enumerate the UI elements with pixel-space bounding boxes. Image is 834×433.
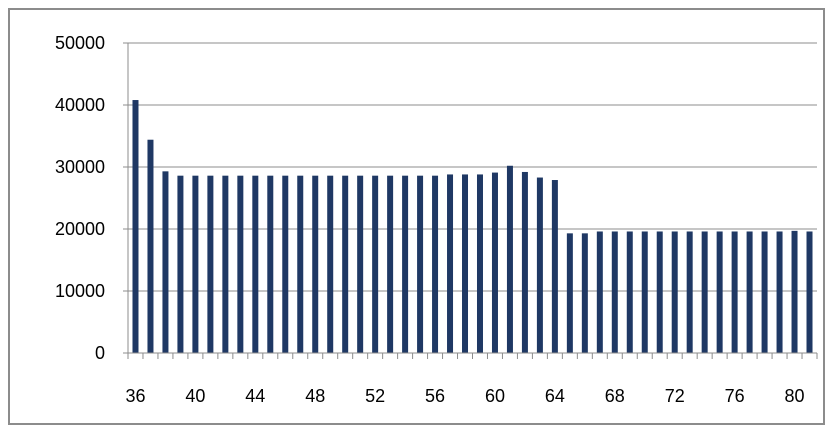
- bar: [776, 231, 783, 353]
- bar: [686, 231, 693, 353]
- bar: [432, 175, 439, 353]
- bar: [581, 233, 588, 353]
- bar: [312, 175, 319, 353]
- bar: [402, 175, 409, 353]
- bar: [222, 175, 229, 353]
- bar: [282, 175, 289, 353]
- bar: [207, 175, 214, 353]
- bar: [626, 231, 633, 353]
- x-tick-label: 72: [665, 386, 685, 406]
- bar: [491, 172, 498, 353]
- bar: [372, 175, 379, 353]
- bars: [132, 100, 813, 353]
- bar: [506, 165, 513, 353]
- bar: [521, 171, 528, 353]
- x-tick-label: 80: [785, 386, 805, 406]
- y-tick-label: 0: [95, 343, 105, 363]
- bar: [147, 139, 154, 353]
- bar: [342, 175, 349, 353]
- axes: [123, 42, 818, 359]
- gridlines: [128, 42, 817, 292]
- bar: [297, 175, 304, 353]
- x-tick-label: 44: [245, 386, 265, 406]
- bar: [417, 175, 424, 353]
- bar: [671, 231, 678, 353]
- bar: [611, 231, 618, 353]
- bar: [791, 230, 798, 353]
- bar: [387, 175, 394, 353]
- x-tick-label: 52: [365, 386, 385, 406]
- bar: [237, 175, 244, 353]
- bar: [267, 175, 274, 353]
- bar: [761, 231, 768, 353]
- bar: [566, 233, 573, 353]
- x-tick-label: 40: [185, 386, 205, 406]
- x-tick-label: 48: [305, 386, 325, 406]
- y-tick-label: 10000: [55, 281, 105, 301]
- bar: [162, 171, 169, 353]
- x-tick-label: 64: [545, 386, 565, 406]
- x-tick-label: 36: [125, 386, 145, 406]
- bar: [192, 175, 199, 353]
- bar: [656, 231, 663, 353]
- bar: [731, 231, 738, 353]
- x-tick-label: 56: [425, 386, 445, 406]
- bar: [746, 231, 753, 353]
- y-tick-label: 20000: [55, 219, 105, 239]
- x-axis-labels: 36 40 44 48 52 56 60 64 68 72 76 80: [125, 386, 804, 406]
- bar: [447, 174, 454, 353]
- chart-frame: [8, 8, 825, 425]
- bar: [641, 231, 648, 353]
- bar: [177, 175, 184, 353]
- bar: [536, 177, 543, 353]
- y-tick-label: 30000: [55, 157, 105, 177]
- y-tick-label: 40000: [55, 95, 105, 115]
- bar: [716, 231, 723, 353]
- bar: [806, 231, 813, 353]
- bar: [701, 231, 708, 353]
- bar: [357, 175, 364, 353]
- bar: [132, 100, 139, 353]
- bar: [327, 175, 334, 353]
- y-axis-labels: 0 10000 20000 30000 40000 50000: [55, 33, 105, 363]
- bar: [476, 174, 483, 353]
- bar: [462, 174, 469, 353]
- x-tick-label: 60: [485, 386, 505, 406]
- x-tick-label: 68: [605, 386, 625, 406]
- bar: [596, 231, 603, 353]
- bar: [551, 180, 558, 353]
- y-tick-label: 50000: [55, 33, 105, 53]
- x-tick-label: 76: [725, 386, 745, 406]
- bar: [252, 175, 259, 353]
